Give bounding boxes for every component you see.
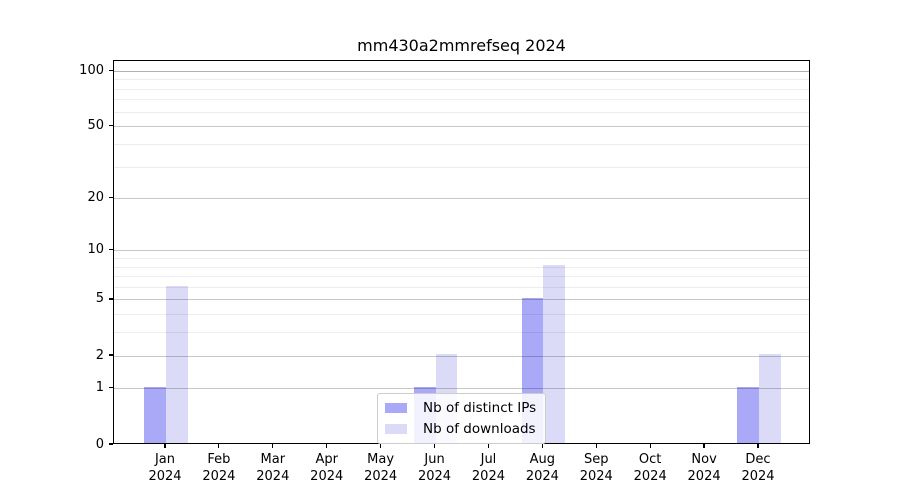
x-tick bbox=[595, 444, 597, 448]
gridline-major bbox=[114, 250, 809, 252]
chart-title: mm430a2mmrefseq 2024 bbox=[357, 36, 566, 55]
y-tick-label: 0 bbox=[95, 436, 104, 452]
gridline-minor bbox=[114, 258, 809, 260]
plot-area bbox=[113, 60, 810, 444]
x-tick-label: Sep 2024 bbox=[579, 452, 613, 484]
y-tick bbox=[109, 443, 113, 445]
y-tick bbox=[109, 249, 113, 251]
gridline-minor bbox=[114, 276, 809, 278]
legend-label-distinct-ips: Nb of distinct IPs bbox=[423, 399, 537, 416]
bar-distinct-ips bbox=[737, 386, 759, 443]
bar-downloads bbox=[543, 265, 565, 443]
legend-item-downloads: Nb of downloads bbox=[385, 420, 536, 437]
x-tick bbox=[218, 444, 220, 448]
y-tick bbox=[109, 125, 113, 127]
y-tick-label: 20 bbox=[87, 190, 104, 206]
gridline-major bbox=[114, 299, 809, 301]
bar-downloads bbox=[166, 285, 188, 443]
x-tick-label: Mar 2024 bbox=[256, 452, 290, 484]
y-tick bbox=[109, 69, 113, 72]
gridline-major bbox=[114, 70, 809, 72]
legend: Nb of distinct IPs Nb of downloads bbox=[377, 393, 547, 444]
y-tick-label: 5 bbox=[95, 291, 104, 307]
x-tick bbox=[164, 444, 166, 448]
y-tick bbox=[109, 196, 113, 199]
y-tick-label: 1 bbox=[95, 380, 104, 396]
gridline-major bbox=[114, 198, 809, 200]
y-tick-label: 10 bbox=[87, 242, 104, 258]
y-tick-label: 100 bbox=[79, 62, 104, 78]
gridline-minor bbox=[114, 99, 809, 101]
gridline-minor bbox=[114, 111, 809, 113]
x-tick-label: Jul 2024 bbox=[471, 452, 505, 484]
gridline-minor bbox=[114, 332, 809, 334]
x-tick-label: Apr 2024 bbox=[310, 452, 344, 484]
x-tick-label: Jun 2024 bbox=[417, 452, 452, 484]
y-tick bbox=[109, 298, 113, 300]
x-tick bbox=[272, 444, 274, 448]
x-tick bbox=[380, 444, 382, 448]
gridline-minor bbox=[114, 266, 809, 268]
y-tick-label: 50 bbox=[87, 118, 104, 134]
x-tick bbox=[703, 444, 705, 448]
x-tick bbox=[487, 444, 490, 448]
gridline-minor bbox=[114, 166, 809, 168]
x-tick-label: Dec 2024 bbox=[741, 452, 775, 484]
legend-label-downloads: Nb of downloads bbox=[423, 420, 536, 437]
x-tick bbox=[757, 444, 759, 448]
x-tick-label: Aug 2024 bbox=[525, 452, 559, 484]
y-tick-label: 2 bbox=[95, 347, 104, 363]
gridline-minor bbox=[114, 143, 809, 145]
legend-swatch-distinct-ips bbox=[385, 402, 407, 413]
x-tick bbox=[541, 444, 543, 448]
bar-downloads bbox=[759, 354, 781, 443]
gridline-major bbox=[114, 388, 809, 390]
gridline-major bbox=[114, 355, 809, 357]
gridline-major bbox=[114, 126, 809, 128]
legend-swatch-downloads bbox=[385, 423, 407, 434]
bar-distinct-ips bbox=[144, 386, 166, 443]
x-tick-label: May 2024 bbox=[364, 452, 398, 484]
y-tick bbox=[109, 387, 113, 389]
x-tick bbox=[433, 444, 436, 448]
x-tick-label: Oct 2024 bbox=[633, 452, 667, 484]
x-tick bbox=[326, 444, 328, 448]
x-tick-label: Feb 2024 bbox=[202, 452, 236, 484]
gridline-minor bbox=[114, 79, 809, 81]
x-tick bbox=[649, 444, 651, 448]
x-tick-label: Nov 2024 bbox=[687, 452, 721, 484]
y-tick bbox=[109, 354, 113, 356]
legend-item-distinct-ips: Nb of distinct IPs bbox=[385, 399, 536, 416]
gridline-minor bbox=[114, 314, 809, 316]
gridline-minor bbox=[114, 286, 809, 288]
x-tick-label: Jan 2024 bbox=[148, 452, 182, 484]
gridline-minor bbox=[114, 88, 809, 90]
